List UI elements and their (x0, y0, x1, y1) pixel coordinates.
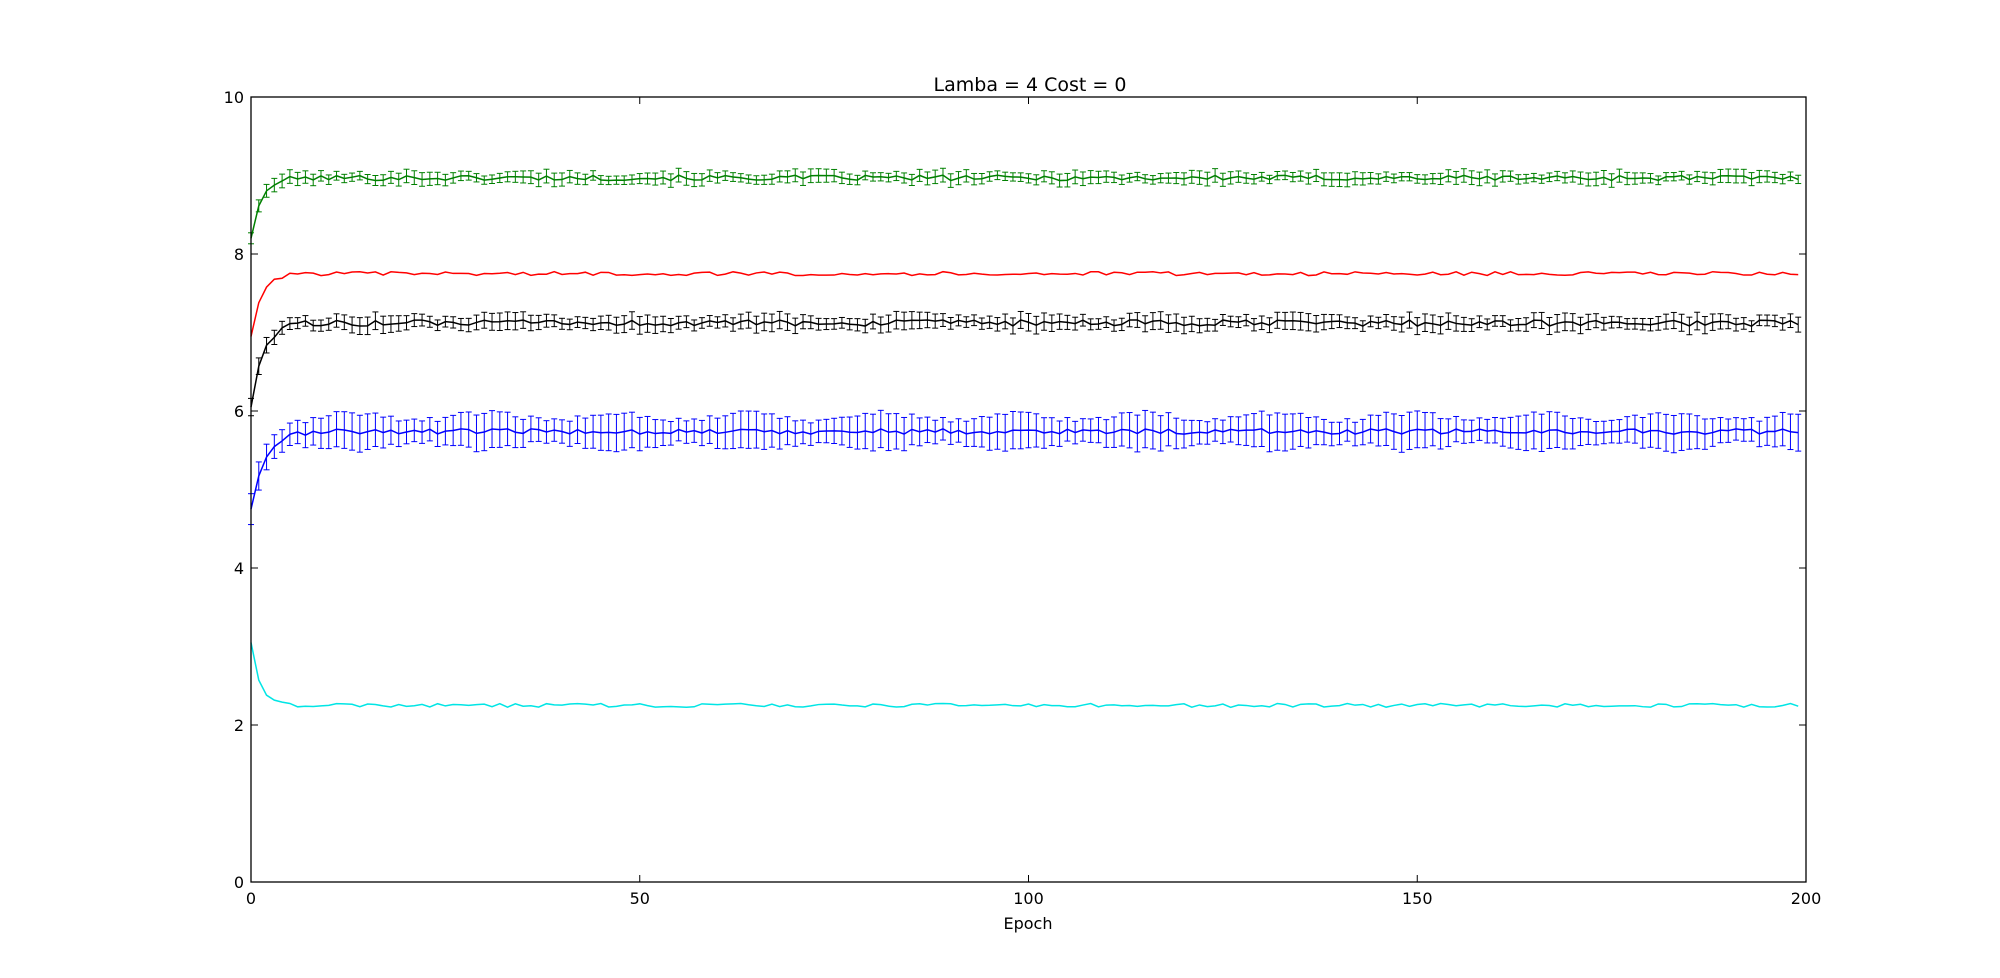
x-axis-label: Epoch (1004, 914, 1053, 933)
y-tick-label: 8 (234, 245, 244, 264)
x-tick-label: 50 (630, 889, 650, 908)
y-tick-label: 6 (234, 402, 244, 421)
x-tick-label: 150 (1402, 889, 1433, 908)
series-5-line (250, 642, 1799, 709)
tick-layer: 0 50 100 150 200 0 2 4 6 8 10 (224, 88, 1822, 908)
x-tick-label: 200 (1791, 889, 1822, 908)
series-4-error-bars (248, 409, 1802, 526)
x-tick-label: 100 (1013, 889, 1044, 908)
series-layer (248, 167, 1802, 709)
y-tick-label: 2 (234, 716, 244, 735)
series-2 (250, 270, 1799, 337)
x-tick-label: 0 (246, 889, 256, 908)
series-3-line (250, 319, 1799, 408)
series-4 (248, 409, 1802, 526)
series-3 (248, 310, 1802, 417)
chart-title: Lamba = 4 Cost = 0 (934, 74, 1127, 96)
plot-frame (250, 96, 1807, 883)
series-4-line (250, 427, 1799, 510)
series-1-line (250, 174, 1799, 239)
y-tick-label: 10 (224, 88, 244, 107)
y-tick-label: 4 (234, 559, 244, 578)
y-tick-label: 0 (234, 873, 244, 892)
series-2-line (250, 270, 1799, 337)
series-1-error-bars (248, 167, 1802, 245)
series-3-error-bars (248, 310, 1802, 417)
series-1 (248, 167, 1802, 245)
series-5 (250, 642, 1799, 709)
